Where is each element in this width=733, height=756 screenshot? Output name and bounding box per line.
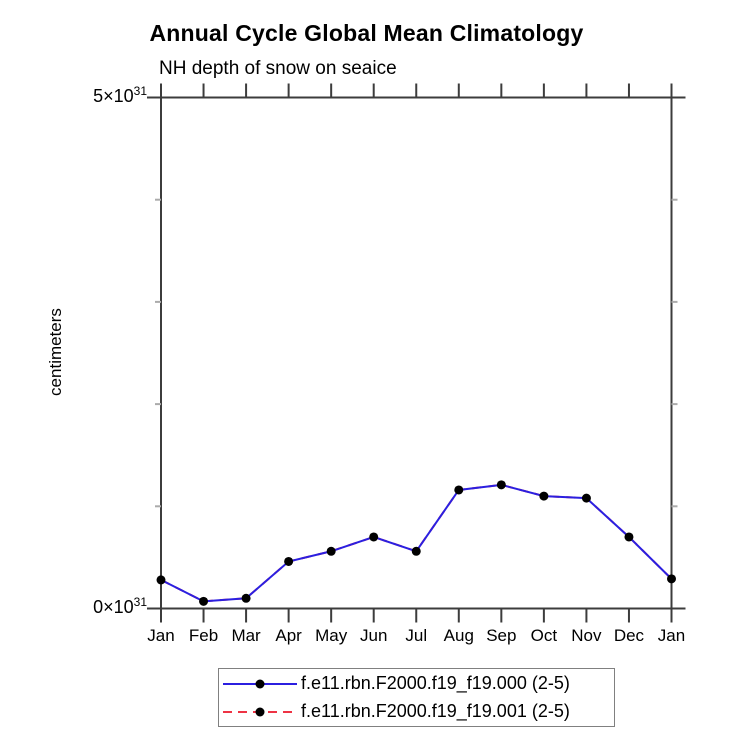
y-tick-label-min: 0×1031	[40, 595, 147, 618]
data-point-marker	[454, 485, 464, 495]
series-line-0	[160, 483, 673, 603]
x-tick-label-9: Oct	[530, 626, 558, 645]
legend-item-001: f.e11.rbn.F2000.f19_f19.001 (2-5)	[219, 699, 614, 724]
y-tick-min-exponent: 31	[133, 595, 147, 609]
data-point-marker	[667, 574, 676, 584]
legend-marker-dot	[255, 707, 265, 716]
y-axis-label: centimeters	[46, 308, 65, 396]
series-line-1	[160, 483, 673, 603]
data-point-marker	[199, 596, 209, 606]
data-point-marker	[624, 532, 634, 542]
data-point-marker	[284, 556, 294, 566]
legend-box: f.e11.rbn.F2000.f19_f19.000 (2-5) f.e11.…	[218, 668, 615, 727]
x-tick-label-1: Feb	[188, 626, 219, 645]
x-tick-label-11: Dec	[613, 626, 645, 645]
chart-subtitle: NH depth of snow on seaice	[159, 58, 397, 79]
legend-item-000: f.e11.rbn.F2000.f19_f19.000 (2-5)	[219, 671, 614, 696]
data-point-marker	[581, 493, 591, 503]
chart-title: Annual Cycle Global Mean Climatology	[149, 20, 584, 46]
y-tick-max-exponent: 31	[133, 84, 147, 98]
x-tick-label-4: May	[315, 626, 348, 645]
x-tick-label-5: Jun	[359, 626, 388, 645]
data-point-marker	[411, 546, 421, 556]
y-tick-max-base: 5×10	[93, 86, 134, 106]
x-tick-label-8: Sep	[486, 626, 517, 645]
y-tick-label-max: 5×1031	[40, 84, 147, 107]
x-tick-label-6: Jul	[405, 626, 428, 645]
legend-label-000: f.e11.rbn.F2000.f19_f19.000 (2-5)	[301, 673, 570, 693]
x-tick-label-3: Apr	[275, 626, 302, 645]
data-point-marker	[241, 593, 251, 603]
legend-sample-solid-line	[223, 679, 297, 688]
data-point-marker	[326, 546, 336, 556]
x-tick-label-2: Mar	[231, 626, 261, 645]
legend-sample-dashed-line	[223, 707, 297, 716]
data-point-marker	[496, 480, 506, 490]
legend-marker-dot	[255, 679, 265, 688]
x-tick-label-10: Nov	[571, 626, 602, 645]
data-point-marker	[539, 491, 549, 501]
x-tick-label-0: Jan	[147, 626, 175, 645]
y-tick-min-base: 0×10	[93, 597, 134, 617]
legend-label-001: f.e11.rbn.F2000.f19_f19.001 (2-5)	[301, 701, 570, 721]
x-tick-label-7: Aug	[443, 626, 474, 645]
data-point-marker	[156, 575, 166, 585]
x-tick-label-12: Jan	[657, 626, 686, 645]
data-point-marker	[369, 532, 379, 542]
